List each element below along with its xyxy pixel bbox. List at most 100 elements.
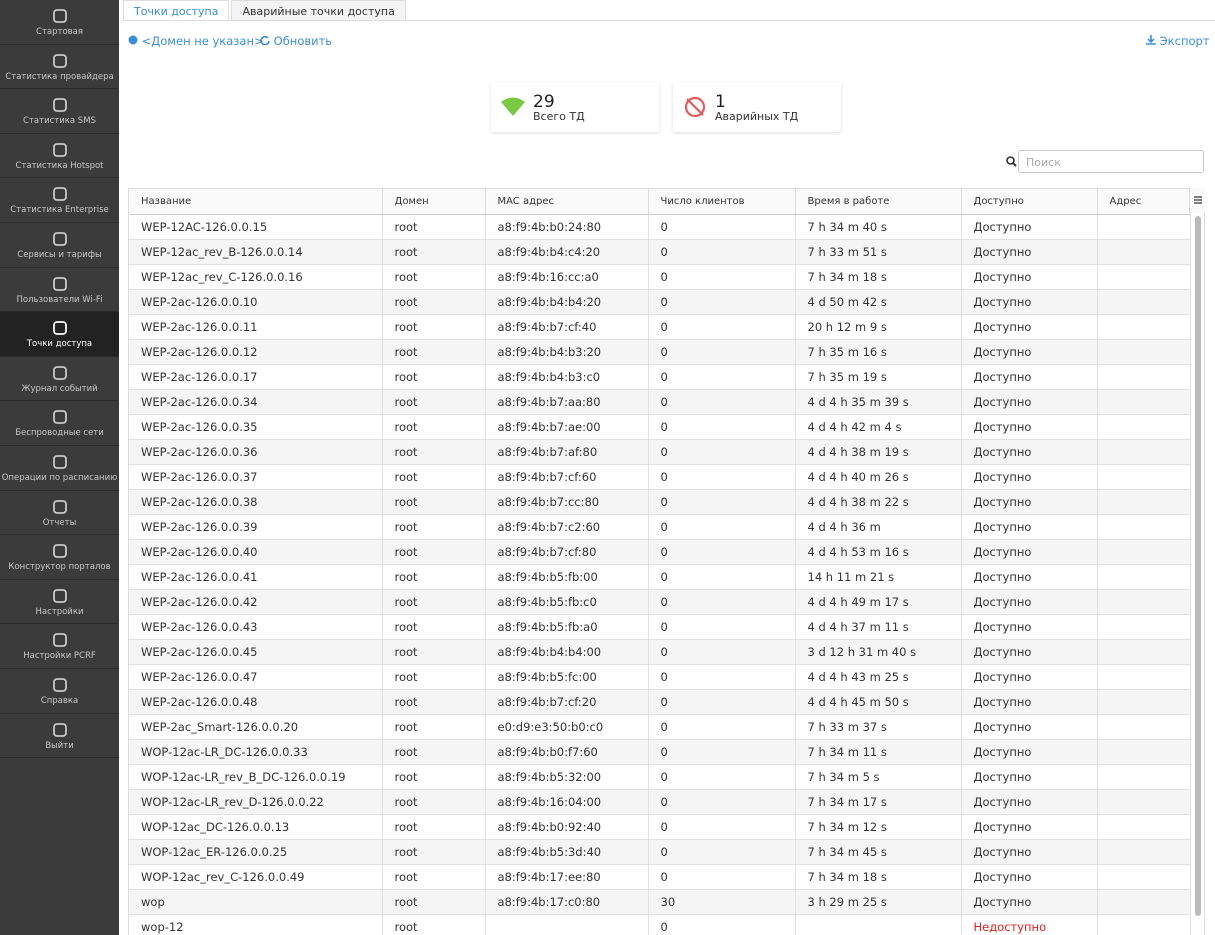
cell: root bbox=[382, 864, 486, 890]
table-row[interactable]: WEP-2ac-126.0.0.10 root a8:f9:4b:b4:b4:20 0… bbox=[129, 289, 1191, 315]
table-row[interactable]: wop-12 root 0 Недоступно bbox=[129, 914, 1191, 935]
cell: root bbox=[382, 639, 486, 665]
domain-link[interactable]: <Домен не указан> bbox=[128, 34, 264, 48]
table-row[interactable]: WEP-12ac_rev_C-126.0.0.16 root a8:f9:4b:16… bbox=[129, 264, 1191, 290]
sidebar-item[interactable]: Беспроводные сети bbox=[0, 401, 119, 446]
table-row[interactable]: WEP-2ac-126.0.0.48 root a8:f9:4b:b7:cf:20 0… bbox=[129, 689, 1191, 715]
cell: Доступно bbox=[961, 539, 1098, 565]
table-row[interactable]: WEP-2ac-126.0.0.11 root a8:f9:4b:b7:cf:40 0… bbox=[129, 314, 1191, 340]
table-row[interactable]: WEP-12ac_rev_B-126.0.0.14 root a8:f9:4b:b4… bbox=[129, 239, 1191, 265]
header-row: Название Домен MAC адрес Число клиентов Врем… bbox=[129, 189, 1191, 215]
cell: root bbox=[382, 664, 486, 690]
cell: root bbox=[382, 914, 486, 935]
table-row[interactable]: WOP-12ac_DC-126.0.0.13 root a8:f9:4b:b0:92… bbox=[129, 814, 1191, 840]
table-row[interactable]: WEP-2ac-126.0.0.42 root a8:f9:4b:b5:fb:c0 0… bbox=[129, 589, 1191, 615]
column-header[interactable]: MAC адрес bbox=[485, 189, 649, 215]
table-row[interactable]: WOP-12ac-LR_rev_B_DC-126.0.0.19 root a8:f9… bbox=[129, 764, 1191, 790]
cell: a8:f9:4b:16:04:00 bbox=[485, 789, 649, 815]
sidebar-item[interactable]: Выйти bbox=[0, 714, 119, 759]
cell: WEP-2ac-126.0.0.11 bbox=[129, 314, 383, 340]
refresh-link[interactable]: Обновить bbox=[260, 34, 332, 48]
table-row[interactable]: WEP-2ac-126.0.0.39 root a8:f9:4b:b7:c2:60 0… bbox=[129, 514, 1191, 540]
sidebar-item[interactable]: Пользователи Wi-Fi bbox=[0, 268, 119, 313]
cell: WOP-12ac-LR_DC-126.0.0.33 bbox=[129, 739, 383, 765]
table-row[interactable]: WEP-2ac_Smart-126.0.0.20 root e0:d9:e3:50:… bbox=[129, 714, 1191, 740]
sidebar-item[interactable]: Настройки bbox=[0, 580, 119, 625]
cell: a8:f9:4b:b7:af:80 bbox=[485, 439, 649, 465]
cell: a8:f9:4b:b7:cf:60 bbox=[485, 464, 649, 490]
sidebar-item[interactable]: Отчеты bbox=[0, 491, 119, 536]
sidebar-item[interactable]: Точки доступа bbox=[0, 312, 119, 357]
cell: Недоступно bbox=[961, 914, 1098, 935]
sidebar-item[interactable]: Журнал событий bbox=[0, 357, 119, 402]
table-row[interactable]: WOP-12ac_rev_C-126.0.0.49 root a8:f9:4b:17… bbox=[129, 864, 1191, 890]
table-row[interactable]: WEP-2ac-126.0.0.34 root a8:f9:4b:b7:aa:80 0… bbox=[129, 389, 1191, 415]
column-header[interactable]: Домен bbox=[382, 189, 486, 215]
sidebar-item[interactable]: Статистика Enterprise bbox=[0, 178, 119, 223]
sidebar-item[interactable]: Справка bbox=[0, 669, 119, 714]
cell bbox=[1097, 564, 1191, 590]
sidebar-label: Беспроводные сети bbox=[15, 428, 104, 439]
table-row[interactable]: WOP-12ac-LR_rev_D-126.0.0.22 root a8:f9:4b… bbox=[129, 789, 1191, 815]
cell: 0 bbox=[648, 839, 796, 865]
table-row[interactable]: WEP-12AC-126.0.0.15 root a8:f9:4b:b0:24:80… bbox=[129, 214, 1191, 240]
column-header[interactable]: Доступно bbox=[961, 189, 1098, 215]
cell: 0 bbox=[648, 764, 796, 790]
table-row[interactable]: WEP-2ac-126.0.0.38 root a8:f9:4b:b7:cc:80 0… bbox=[129, 489, 1191, 515]
sidebar-item[interactable]: Статистика SMS bbox=[0, 89, 119, 134]
cell bbox=[1097, 639, 1191, 665]
table-row[interactable]: WEP-2ac-126.0.0.37 root a8:f9:4b:b7:cf:60 0… bbox=[129, 464, 1191, 490]
cell: 4 d 4 h 49 m 17 s bbox=[795, 589, 962, 615]
column-header[interactable]: Адрес bbox=[1097, 189, 1191, 215]
tab[interactable]: Точки доступа bbox=[123, 0, 230, 20]
sidebar-item[interactable]: Статистика провайдера bbox=[0, 45, 119, 90]
cell bbox=[1097, 739, 1191, 765]
sidebar-item[interactable]: Статистика Hotspot bbox=[0, 134, 119, 179]
column-header[interactable]: Название bbox=[129, 189, 383, 215]
sidebar-item[interactable]: Стартовая bbox=[0, 0, 119, 45]
cell: root bbox=[382, 439, 486, 465]
sidebar-label: Статистика Hotspot bbox=[15, 160, 104, 171]
cell bbox=[1097, 539, 1191, 565]
table-row[interactable]: WEP-2ac-126.0.0.47 root a8:f9:4b:b5:fc:00 0… bbox=[129, 664, 1191, 690]
table-row[interactable]: WEP-2ac-126.0.0.35 root a8:f9:4b:b7:ae:00 0… bbox=[129, 414, 1191, 440]
sidebar-item[interactable]: Настройки PCRF bbox=[0, 624, 119, 669]
cell: 4 d 4 h 38 m 19 s bbox=[795, 439, 962, 465]
cell: root bbox=[382, 364, 486, 390]
column-menu[interactable] bbox=[1189, 188, 1206, 213]
sidebar-icon bbox=[52, 410, 67, 425]
table-row[interactable]: WOP-12ac-LR_DC-126.0.0.33 root a8:f9:4b:b0… bbox=[129, 739, 1191, 765]
cell: 3 h 29 m 25 s bbox=[795, 889, 962, 915]
column-header[interactable]: Число клиентов bbox=[648, 189, 796, 215]
cell: WOP-12ac_DC-126.0.0.13 bbox=[129, 814, 383, 840]
cell: Доступно bbox=[961, 364, 1098, 390]
export-text: Экспорт bbox=[1159, 34, 1210, 48]
sidebar-item[interactable]: Сервисы и тарифы bbox=[0, 223, 119, 268]
cell: 0 bbox=[648, 289, 796, 315]
cell: Доступно bbox=[961, 714, 1098, 740]
table-row[interactable]: WEP-2ac-126.0.0.45 root a8:f9:4b:b4:b4:00 0… bbox=[129, 639, 1191, 665]
table-row[interactable]: WEP-2ac-126.0.0.36 root a8:f9:4b:b7:af:80 0… bbox=[129, 439, 1191, 465]
cell bbox=[1097, 339, 1191, 365]
sidebar-item[interactable]: Операции по расписанию bbox=[0, 446, 119, 491]
cell: a8:f9:4b:17:ee:80 bbox=[485, 864, 649, 890]
table-row[interactable]: WEP-2ac-126.0.0.41 root a8:f9:4b:b5:fb:00 0… bbox=[129, 564, 1191, 590]
table-row[interactable]: WEP-2ac-126.0.0.17 root a8:f9:4b:b4:b3:c0 0… bbox=[129, 364, 1191, 390]
table-row[interactable]: WOP-12ac_ER-126.0.0.25 root a8:f9:4b:b5:3d… bbox=[129, 839, 1191, 865]
table-row[interactable]: WEP-2ac-126.0.0.12 root a8:f9:4b:b4:b3:20 0… bbox=[129, 339, 1191, 365]
tab[interactable]: Аварийные точки доступа bbox=[231, 0, 406, 20]
cell: a8:f9:4b:b7:ae:00 bbox=[485, 414, 649, 440]
sidebar-item[interactable]: Конструктор порталов bbox=[0, 535, 119, 580]
cell: a8:f9:4b:b4:b4:20 bbox=[485, 289, 649, 315]
cell bbox=[485, 914, 649, 935]
table-row[interactable]: WEP-2ac-126.0.0.40 root a8:f9:4b:b7:cf:80 0… bbox=[129, 539, 1191, 565]
cell: a8:f9:4b:b0:f7:60 bbox=[485, 739, 649, 765]
export-link[interactable]: Экспорт bbox=[1146, 34, 1210, 48]
cell: 0 bbox=[648, 464, 796, 490]
cell: 0 bbox=[648, 489, 796, 515]
search-input[interactable]: Поиск bbox=[1018, 150, 1204, 173]
column-header[interactable]: Время в работе bbox=[795, 189, 962, 215]
table-row[interactable]: WEP-2ac-126.0.0.43 root a8:f9:4b:b5:fb:a0 0… bbox=[129, 614, 1191, 640]
